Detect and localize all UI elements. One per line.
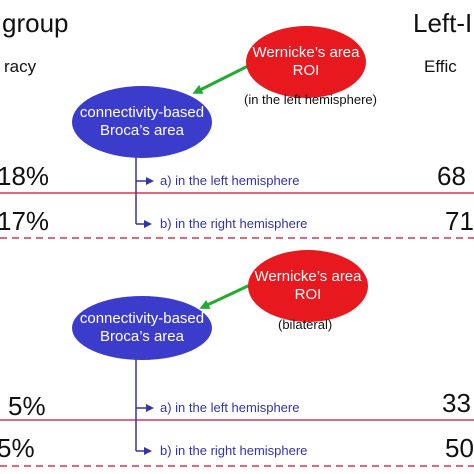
broca-ellipse-top: connectivity-based Broca’s area xyxy=(72,86,212,158)
header-right-title: Left-I xyxy=(413,8,473,38)
branch-b-label-bottom: b) in the right hemisphere xyxy=(160,443,308,458)
branch-b-label-top: b) in the right hemisphere xyxy=(160,216,308,231)
wernicke-label-top: Wernicke’s area xyxy=(252,44,360,61)
roi-note-bottom: (bilateral) xyxy=(278,317,333,332)
green-arrow-bottom xyxy=(199,283,251,309)
right-value-b-top: 71 xyxy=(445,206,474,236)
broca-ellipse-bottom: connectivity-based Broca’s area xyxy=(72,296,212,360)
header-right-subtitle: Effic xyxy=(424,57,457,76)
broca-line1-top: connectivity-based xyxy=(79,104,205,121)
broca-line2-top: Broca’s area xyxy=(100,122,184,139)
left-value-b-bottom: 5% xyxy=(0,433,35,463)
roi-label-bottom: ROI xyxy=(294,286,322,303)
branch-a-label-top: a) in the left hemisphere xyxy=(160,173,300,188)
roi-label-top: ROI xyxy=(292,62,320,79)
left-value-a-top: 18% xyxy=(0,161,50,191)
branch-a-label-bottom: a) in the left hemisphere xyxy=(160,400,300,415)
right-value-a-bottom: 33 xyxy=(442,388,471,418)
wernicke-roi-ellipse-bottom: Wernicke’s area ROI xyxy=(248,250,368,322)
left-value-a-bottom: 5% xyxy=(8,391,46,421)
header-left-subtitle: racy xyxy=(4,57,37,76)
broca-line2-bottom: Broca’s area xyxy=(100,328,184,345)
wernicke-roi-ellipse-top: Wernicke’s area ROI xyxy=(246,26,366,98)
broca-line1-bottom: connectivity-based xyxy=(79,310,205,327)
wernicke-label-bottom: Wernicke’s area xyxy=(254,268,362,285)
roi-note-top: (in the left hemisphere) xyxy=(244,92,377,107)
left-value-b-top: 17% xyxy=(0,206,50,236)
green-arrow-top xyxy=(192,64,249,94)
header-left-title: group xyxy=(2,8,69,38)
right-value-b-bottom: 50 xyxy=(445,433,474,463)
right-value-a-top: 68 xyxy=(437,161,466,191)
